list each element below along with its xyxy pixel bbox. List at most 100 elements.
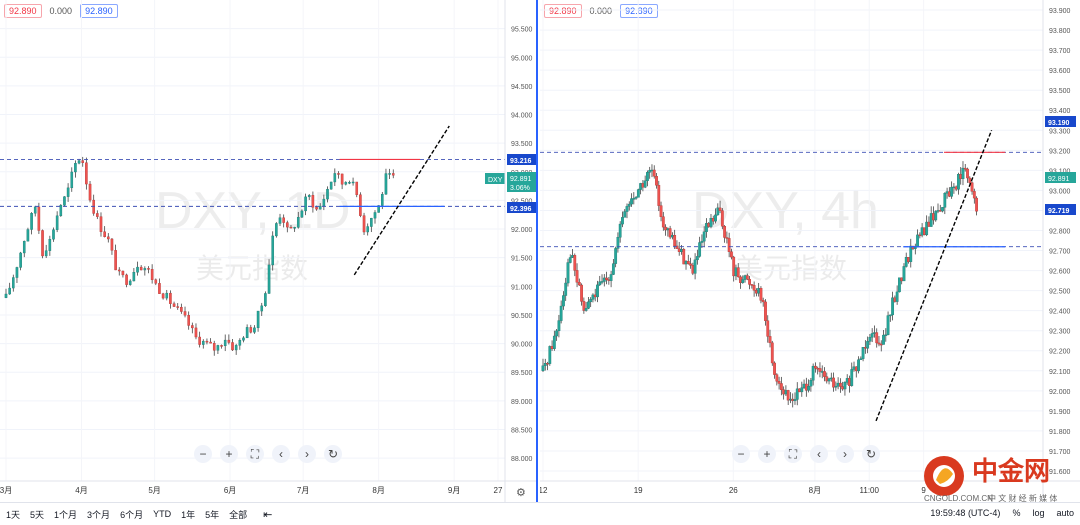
candle-body <box>963 167 967 170</box>
candle-body <box>736 267 740 278</box>
y-tick-label: 93.100 <box>1049 168 1071 175</box>
range-5d[interactable]: 5天 <box>30 509 45 520</box>
candle-body <box>773 362 776 375</box>
candle-body <box>927 221 931 227</box>
y-tick-label: 95.500 <box>511 27 533 34</box>
candle-body <box>568 257 572 263</box>
candle-body <box>566 262 570 284</box>
range-3m[interactable]: 3个月 <box>87 509 111 520</box>
x-tick-label: 6月 <box>224 486 236 495</box>
candle-body <box>748 278 751 285</box>
candle-body <box>922 227 926 236</box>
candle-body <box>695 256 699 261</box>
range-ytd[interactable]: YTD <box>153 509 172 519</box>
clock-readout[interactable]: 19:59:48 (UTC-4) <box>930 508 1001 518</box>
candle-body <box>559 305 563 321</box>
daily-chart-svg[interactable]: DXY, 1D 美元指数 88.00088.50089.00089.50090.… <box>0 0 536 502</box>
range-1y[interactable]: 1年 <box>181 509 196 520</box>
goto-date-icon[interactable]: ⇤ <box>263 508 273 521</box>
zoom-in-button[interactable]: + <box>220 445 238 463</box>
scroll-right-button[interactable]: › <box>836 445 854 463</box>
candle-body <box>718 207 722 211</box>
candle-body <box>943 193 947 208</box>
candle-body <box>664 226 667 231</box>
candle-body <box>795 388 799 400</box>
upper-level-badge: 93.216 <box>510 158 532 165</box>
zoom-in-button[interactable]: + <box>758 445 776 463</box>
candle-body <box>779 383 783 390</box>
candle-body <box>659 205 663 217</box>
candle-body <box>916 234 919 248</box>
four-hour-chart-panel[interactable]: 92.890 0.000 92.890 DXY, 4h 美元指数 91.600 9… <box>540 0 1080 502</box>
y-tick-label: 93.700 <box>1049 48 1071 55</box>
fullscreen-button[interactable]: ⛶ <box>784 445 802 463</box>
upper-level-badge-bg <box>507 154 536 165</box>
zoom-out-button[interactable]: − <box>732 445 750 463</box>
range-1m[interactable]: 1个月 <box>54 509 78 520</box>
candle-body <box>623 211 627 218</box>
candle-body <box>836 382 840 387</box>
candle-body <box>609 274 613 281</box>
gear-icon[interactable]: ⚙ <box>516 487 526 499</box>
zoom-out-button[interactable]: − <box>194 445 212 463</box>
candle-body <box>278 217 282 224</box>
y-tick-label: 93.900 <box>1049 8 1071 15</box>
candle-body <box>707 223 711 227</box>
candle-body <box>370 217 373 227</box>
y-tick-label: 91.000 <box>511 284 533 291</box>
candle-body <box>293 227 296 229</box>
candle-body <box>169 292 172 304</box>
candle-body <box>893 297 897 302</box>
price-badge-bg <box>1045 172 1076 183</box>
candle-body <box>907 257 910 262</box>
candle-body <box>198 336 201 345</box>
reset-button[interactable]: ↻ <box>324 445 342 463</box>
trendline[interactable] <box>875 130 993 422</box>
candle-body <box>562 295 565 307</box>
candle-body <box>709 218 713 227</box>
candle-body <box>693 259 697 274</box>
candle-body <box>125 274 128 285</box>
candle-body <box>777 381 781 384</box>
candle-body <box>575 270 579 283</box>
candle-body <box>591 294 595 300</box>
candle-body <box>770 342 774 364</box>
candle-body <box>814 365 817 369</box>
candle-body <box>70 171 74 189</box>
scroll-right-button[interactable]: › <box>298 445 316 463</box>
range-1d[interactable]: 1天 <box>6 509 21 520</box>
y-tick-label: 94.500 <box>511 84 533 91</box>
auto-toggle[interactable]: auto <box>1056 508 1074 518</box>
scroll-left-button[interactable]: ‹ <box>810 445 828 463</box>
y-tick-label: 92.500 <box>511 198 533 205</box>
upper-level-badge-bg <box>1045 116 1076 127</box>
logo-subtitle: 中 文 财 经 新 媒 体 <box>988 493 1057 502</box>
candle-body <box>957 174 960 190</box>
candle-body <box>875 332 879 344</box>
trendline[interactable] <box>353 125 450 276</box>
candle-body <box>307 195 311 198</box>
candle-body <box>902 266 906 282</box>
four-hour-chart-svg[interactable]: DXY, 4h 美元指数 91.60091.70091.80091.90092.… <box>540 0 1080 502</box>
candle-body <box>745 275 749 280</box>
log-toggle[interactable]: log <box>1032 508 1045 518</box>
upper-level-badge: 93.190 <box>1048 120 1070 127</box>
percent-toggle[interactable]: % <box>1012 508 1021 518</box>
candle-body <box>128 280 132 285</box>
logo-main-text: 中金网 <box>972 456 1050 486</box>
y-tick-label: 91.500 <box>511 256 533 263</box>
scroll-left-button[interactable]: ‹ <box>272 445 290 463</box>
reset-button[interactable]: ↻ <box>862 445 880 463</box>
fullscreen-button[interactable]: ⛶ <box>246 445 264 463</box>
candle-body <box>680 249 683 252</box>
range-6m[interactable]: 6个月 <box>120 509 144 520</box>
range-all[interactable]: 全部 <box>229 509 248 520</box>
candle-body <box>384 173 388 195</box>
y-tick-label: 90.000 <box>511 342 533 349</box>
candle-body <box>827 378 831 382</box>
candle-body <box>945 191 949 194</box>
change-value: 0.000 <box>49 6 73 16</box>
candle-body <box>52 229 55 240</box>
range-5y[interactable]: 5年 <box>205 509 220 520</box>
daily-chart-panel[interactable]: 92.890 0.000 92.890 DXY, 1D 美元指数 88.000 8… <box>0 0 538 502</box>
